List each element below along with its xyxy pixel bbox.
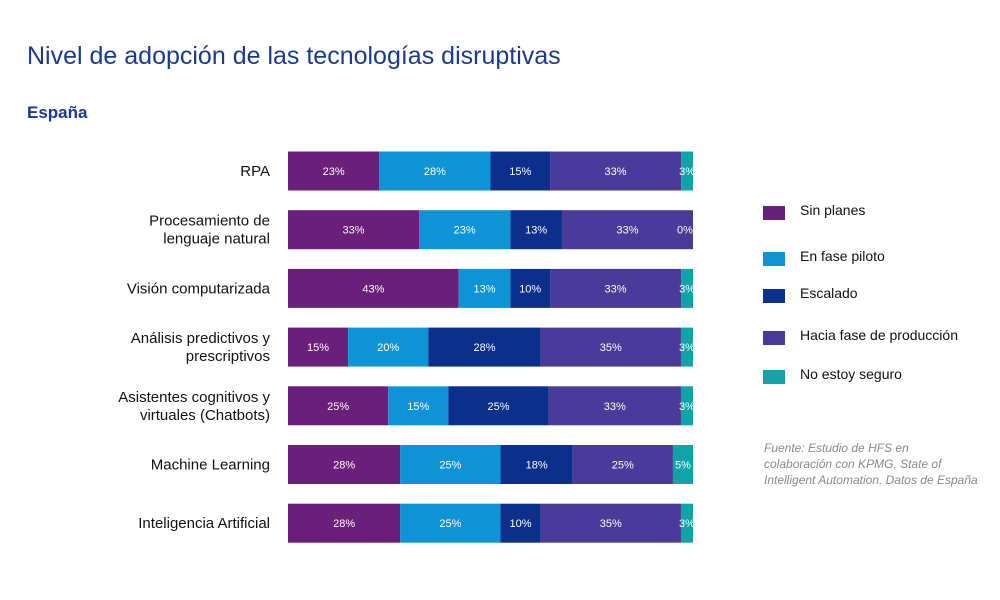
data-label: 33% bbox=[605, 166, 627, 178]
legend-label: Hacia fase de producción bbox=[800, 327, 958, 343]
data-label: 13% bbox=[474, 283, 496, 295]
data-label: 28% bbox=[424, 166, 446, 178]
data-label: 10% bbox=[519, 283, 541, 295]
data-label: 18% bbox=[526, 460, 548, 472]
chart-subtitle: España bbox=[27, 103, 88, 122]
bar-segment bbox=[400, 503, 501, 543]
bar-segment bbox=[348, 327, 429, 367]
bar-segment bbox=[288, 503, 401, 543]
bar-segment bbox=[550, 268, 682, 308]
data-label: 35% bbox=[600, 518, 622, 530]
legend-label: Escalado bbox=[800, 285, 858, 301]
category-label: Visión computarizada bbox=[127, 280, 271, 297]
category-label: Análisis predictivos y prescriptivos bbox=[131, 330, 271, 365]
bar-segment bbox=[680, 503, 693, 543]
bar-segment bbox=[672, 445, 693, 484]
bar-segment bbox=[572, 445, 673, 484]
data-label: 25% bbox=[327, 401, 349, 413]
data-label: 15% bbox=[407, 401, 429, 413]
bar-segment bbox=[288, 386, 389, 426]
data-label: 5% bbox=[675, 460, 691, 472]
category-label: Asistentes cognitivos y virtuales (Chatbo… bbox=[118, 389, 270, 424]
bar-segment bbox=[500, 503, 541, 543]
data-label: 43% bbox=[362, 283, 384, 295]
bar-segment bbox=[680, 386, 693, 426]
data-label: 3% bbox=[679, 283, 695, 295]
bar-segment bbox=[540, 327, 681, 367]
bar-segment bbox=[288, 445, 401, 484]
bar-segment bbox=[510, 210, 562, 250]
bar-segment bbox=[540, 503, 681, 543]
data-label: 25% bbox=[488, 401, 510, 413]
bar-segment bbox=[288, 268, 459, 308]
bar-segment bbox=[288, 327, 349, 367]
data-label: 3% bbox=[679, 518, 695, 530]
data-label: 25% bbox=[439, 518, 461, 530]
legend-swatch bbox=[763, 289, 785, 303]
data-label: 23% bbox=[323, 166, 345, 178]
bar-segment bbox=[388, 386, 449, 426]
bar-segment bbox=[448, 386, 549, 426]
data-label: 28% bbox=[333, 518, 355, 530]
bar-segment bbox=[550, 151, 682, 191]
legend-label: En fase piloto bbox=[800, 248, 885, 264]
data-label: 3% bbox=[679, 401, 695, 413]
data-label: 15% bbox=[307, 342, 329, 354]
legend-label: No estoy seguro bbox=[800, 366, 902, 382]
bar-segment bbox=[400, 445, 501, 484]
legend-swatch bbox=[763, 370, 785, 384]
source-note: Fuente: Estudio de HFS en colaboración c… bbox=[764, 441, 978, 487]
data-label: 23% bbox=[454, 225, 476, 237]
data-label: 25% bbox=[612, 460, 634, 472]
bar-segment bbox=[490, 151, 551, 191]
bar-segment bbox=[288, 151, 380, 191]
bar-segment bbox=[680, 327, 693, 367]
bar-segment bbox=[500, 445, 573, 484]
legend-swatch bbox=[763, 206, 785, 220]
bar-segment bbox=[379, 151, 491, 191]
bar-segment bbox=[428, 327, 541, 367]
category-label: RPA bbox=[240, 163, 270, 180]
data-label: 35% bbox=[600, 342, 622, 354]
data-label: 28% bbox=[473, 342, 495, 354]
category-label: Inteligencia Artificial bbox=[138, 515, 270, 532]
bar-segment bbox=[681, 268, 693, 308]
category-label: Procesamiento de lenguaje natural bbox=[149, 213, 270, 248]
data-label: 15% bbox=[509, 166, 531, 178]
data-label: 3% bbox=[679, 342, 695, 354]
chart-title: Nivel de adopción de las tecnologías dis… bbox=[27, 42, 561, 70]
bar-segment bbox=[561, 210, 693, 250]
data-label: 3% bbox=[679, 166, 695, 178]
data-label: 13% bbox=[525, 225, 547, 237]
data-label: 0% bbox=[677, 225, 693, 237]
bar-segment bbox=[510, 268, 551, 308]
data-label: 33% bbox=[604, 401, 626, 413]
data-label: 25% bbox=[439, 460, 461, 472]
legend-swatch bbox=[763, 252, 785, 266]
legend-swatch bbox=[763, 331, 785, 345]
bar-segment bbox=[288, 210, 420, 250]
legend-label: Sin planes bbox=[800, 202, 866, 218]
bar-segment bbox=[681, 151, 693, 191]
data-label: 33% bbox=[342, 225, 364, 237]
bar-segment bbox=[548, 386, 681, 426]
bar-segment bbox=[419, 210, 511, 250]
data-label: 10% bbox=[510, 518, 532, 530]
data-label: 20% bbox=[377, 342, 399, 354]
data-label: 28% bbox=[333, 460, 355, 472]
data-label: 33% bbox=[616, 225, 638, 237]
bar-segment bbox=[458, 268, 511, 308]
data-label: 33% bbox=[605, 283, 627, 295]
category-label: Machine Learning bbox=[151, 457, 270, 474]
